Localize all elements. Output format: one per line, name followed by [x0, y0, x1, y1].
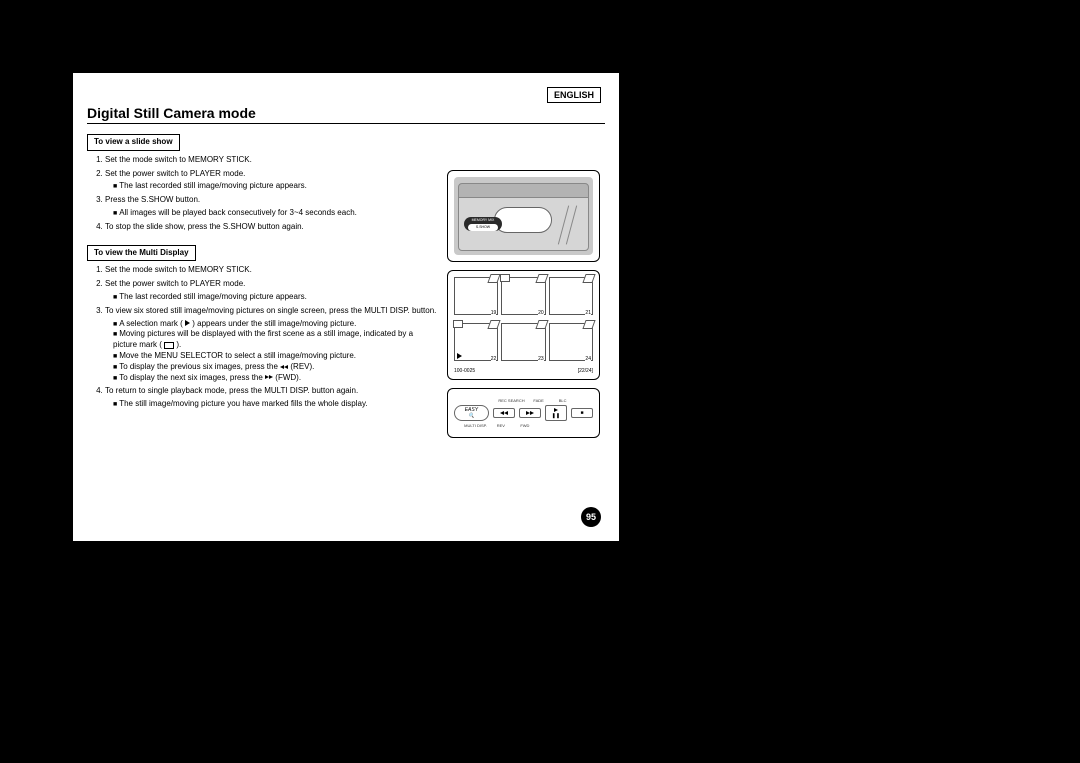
stop-button: ■ — [571, 408, 593, 418]
s1-step2-text: Set the power switch to PLAYER mode. — [105, 169, 245, 178]
thumb-21: 21 — [549, 277, 593, 315]
s2-step2: Set the power switch to PLAYER mode. The… — [105, 279, 437, 303]
section2-heading: To view the Multi Display — [87, 245, 196, 262]
s1-step3-text: Press the S.SHOW button. — [105, 195, 200, 204]
camera-sshow-pill: MEMORY MIX S.SHOW — [464, 217, 502, 231]
s2-step3-b1: A selection mark ( ) appears under the s… — [113, 319, 437, 330]
s2-step3-text: To view six stored still image/moving pi… — [105, 306, 436, 315]
picture-mark-icon — [164, 342, 174, 349]
s2-step2-text: Set the power switch to PLAYER mode. — [105, 279, 245, 288]
play-pause-button: ❚❚ — [545, 405, 567, 421]
multi-display-figure: 19 20 21 22 23 24 100-0025 [22/24] — [447, 270, 600, 380]
s2-step4-text: To return to single playback mode, press… — [105, 386, 358, 395]
s2-step3: To view six stored still image/moving pi… — [105, 306, 437, 384]
text-column: To view a slide show Set the mode switch… — [87, 128, 437, 416]
figure-column: MEMORY MIX S.SHOW 19 20 21 22 23 24 100-… — [447, 128, 602, 438]
s1-step1: Set the mode switch to MEMORY STICK. — [105, 155, 437, 166]
section1-heading: To view a slide show — [87, 134, 180, 151]
language-label: ENGLISH — [547, 87, 601, 103]
selection-mark-icon — [457, 353, 462, 359]
thumb-19: 19 — [454, 277, 498, 315]
s2-step3-b2: Moving pictures will be displayed with t… — [113, 329, 437, 351]
play-icon — [185, 320, 190, 326]
control-panel-figure: REC SEARCH FADE BLC EASY 🔍 ❚❚ ■ MULTI DI… — [447, 388, 600, 438]
s1-step3-b1: All images will be played back consecuti… — [113, 208, 437, 219]
easy-button: EASY 🔍 — [454, 405, 489, 421]
s1-step4: To stop the slide show, press the S.SHOW… — [105, 222, 437, 233]
content-row: To view a slide show Set the mode switch… — [87, 128, 605, 438]
movie-icon — [453, 320, 463, 328]
page-title: Digital Still Camera mode — [87, 105, 605, 124]
panel-buttons: EASY 🔍 ❚❚ ■ — [454, 405, 593, 421]
section2-list: Set the mode switch to MEMORY STICK. Set… — [87, 265, 437, 410]
rev-icon2 — [284, 365, 288, 369]
s2-step3-b3: Move the MENU SELECTOR to select a still… — [113, 351, 437, 362]
s2-step3-b5: To display the next six images, press th… — [113, 373, 437, 384]
s1-step3: Press the S.SHOW button. All images will… — [105, 195, 437, 219]
s2-step1: Set the mode switch to MEMORY STICK. — [105, 265, 437, 276]
rev-button — [493, 408, 515, 418]
section1-list: Set the mode switch to MEMORY STICK. Set… — [87, 155, 437, 233]
control-panel: REC SEARCH FADE BLC EASY 🔍 ❚❚ ■ MULTI DI… — [454, 395, 593, 431]
s2-step4: To return to single playback mode, press… — [105, 386, 437, 410]
thumb-footer: 100-0025 [22/24] — [454, 368, 593, 374]
manual-page: ENGLISH Digital Still Camera mode To vie… — [72, 72, 620, 542]
camera-button-oval — [494, 207, 552, 233]
camera-illustration: MEMORY MIX S.SHOW — [454, 177, 593, 255]
page-number: 95 — [581, 507, 601, 527]
s2-step4-b1: The still image/moving picture you have … — [113, 399, 437, 410]
s2-step2-b1: The last recorded still image/moving pic… — [113, 292, 437, 303]
thumb-22: 22 — [454, 323, 498, 361]
fwd-button — [519, 408, 541, 418]
s1-step2: Set the power switch to PLAYER mode. The… — [105, 169, 437, 193]
panel-top-labels: REC SEARCH FADE BLC — [474, 398, 572, 403]
panel-bot-labels: MULTI DISP. REV FWD — [464, 423, 583, 428]
movie-icon — [500, 274, 510, 282]
thumb-20: 20 — [501, 277, 545, 315]
s1-step2-b1: The last recorded still image/moving pic… — [113, 181, 437, 192]
thumbnail-grid: 19 20 21 22 23 24 100-0025 [22/24] — [454, 277, 593, 365]
thumb-24: 24 — [549, 323, 593, 361]
s2-step3-b4: To display the previous six images, pres… — [113, 362, 437, 373]
thumb-23: 23 — [501, 323, 545, 361]
fwd-icon2 — [269, 375, 273, 379]
camera-figure: MEMORY MIX S.SHOW — [447, 170, 600, 262]
